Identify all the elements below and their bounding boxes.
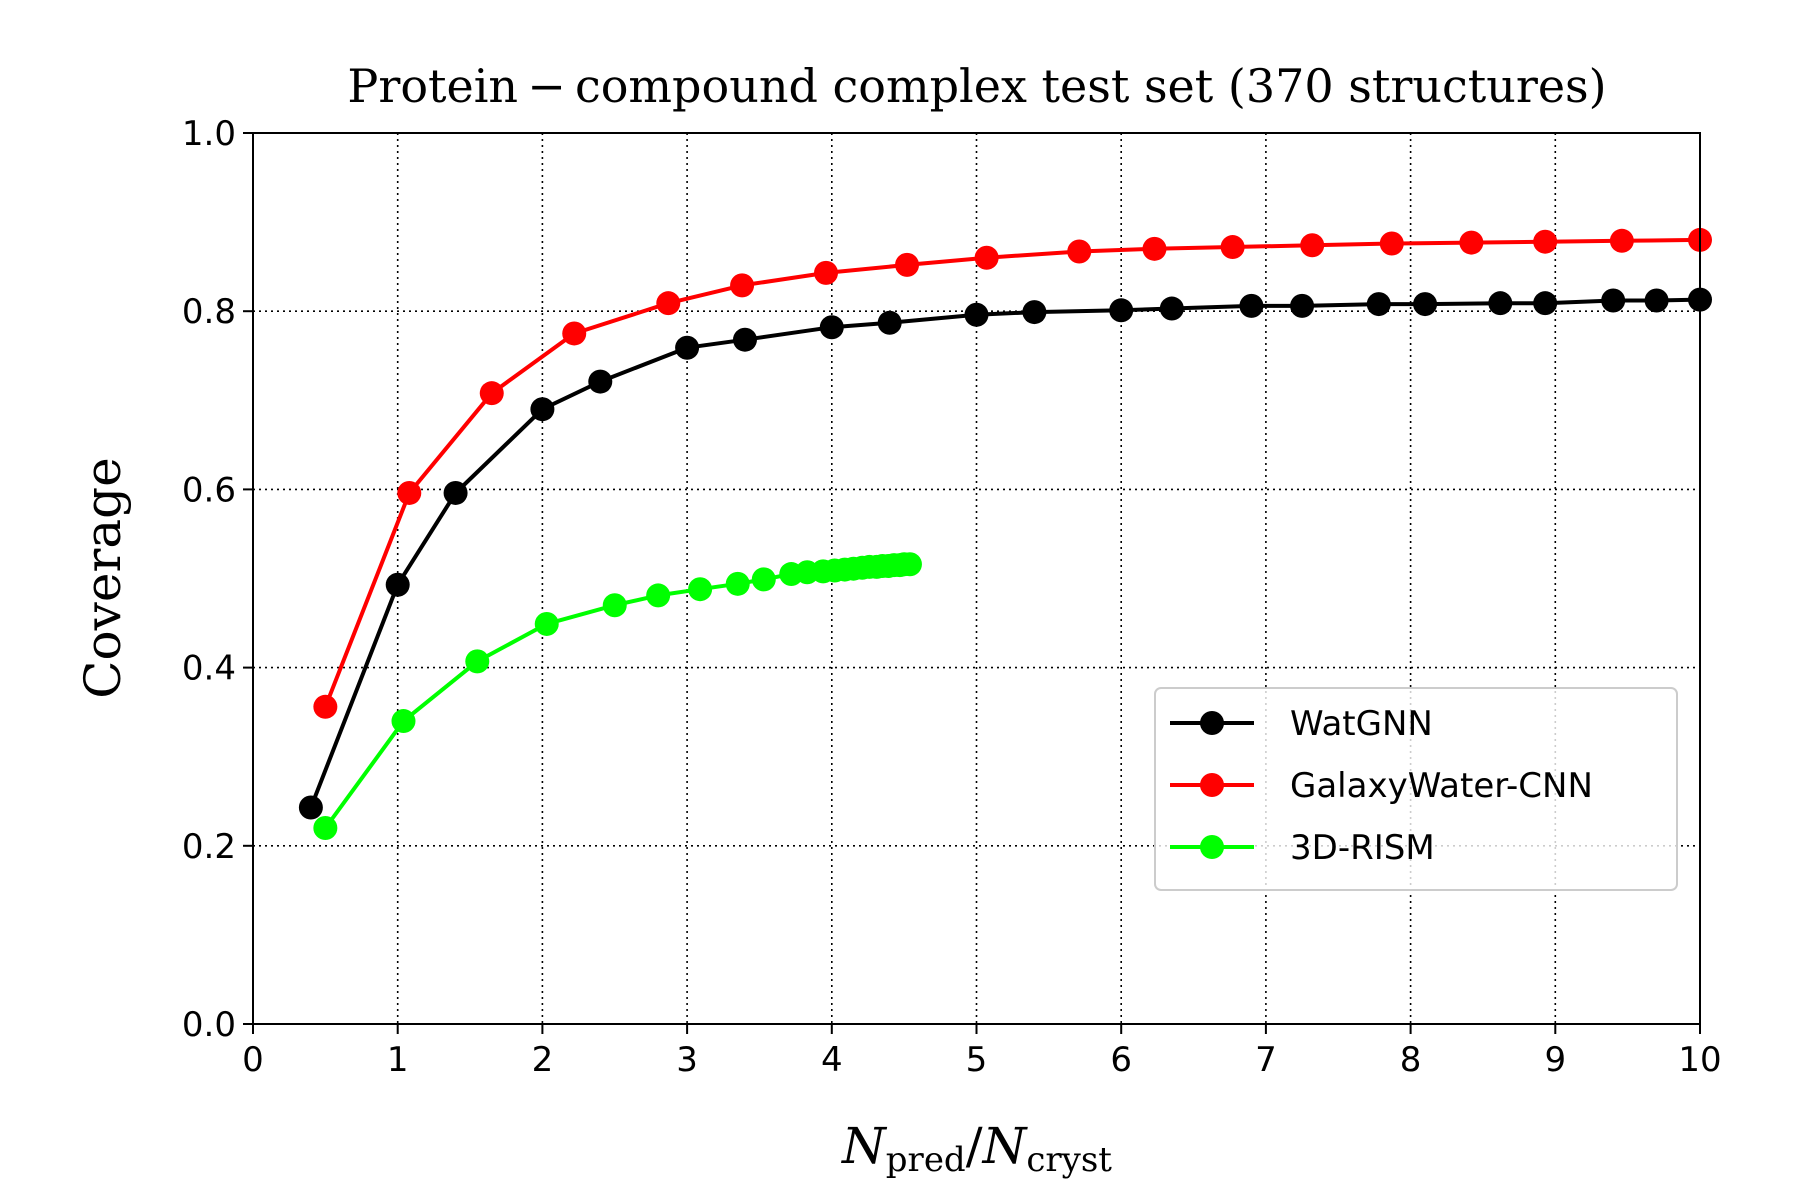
x-axis-label-sub2: cryst	[1026, 1140, 1112, 1180]
data-point-3d-rism	[897, 552, 922, 577]
data-point-3d-rism	[646, 583, 671, 608]
data-point-galaxywater-cnn	[974, 245, 999, 270]
data-point-galaxywater-cnn	[1142, 236, 1167, 261]
data-point-watgnn	[1533, 291, 1558, 316]
data-point-galaxywater-cnn	[1459, 230, 1484, 255]
data-point-galaxywater-cnn	[397, 480, 422, 505]
legend-marker	[1200, 711, 1224, 735]
x-tick-label: 3	[676, 1040, 698, 1080]
data-point-galaxywater-cnn	[1067, 239, 1092, 264]
data-point-watgnn	[385, 572, 410, 597]
x-tick-label: 7	[1255, 1040, 1277, 1080]
data-point-watgnn	[1488, 291, 1513, 316]
data-point-watgnn	[443, 480, 468, 505]
data-point-galaxywater-cnn	[479, 381, 504, 406]
axis-ticks: 0 1 2 3 4 5 6 7 8 9 10 0.0 0.2 0.4 0.6 0.8 1.0	[182, 114, 1722, 1080]
data-point-galaxywater-cnn	[1609, 228, 1634, 253]
data-point-3d-rism	[465, 649, 490, 674]
x-tick-label: 5	[966, 1040, 988, 1080]
x-tick-label: 9	[1544, 1040, 1566, 1080]
data-point-watgnn	[964, 302, 989, 327]
legend-marker	[1200, 835, 1224, 859]
series-watgnn	[298, 287, 1712, 820]
x-tick-label: 1	[387, 1040, 409, 1080]
data-point-galaxywater-cnn	[1220, 235, 1245, 260]
x-tick-label: 6	[1110, 1040, 1132, 1080]
x-tick-label: 10	[1678, 1040, 1721, 1080]
data-point-watgnn	[877, 310, 902, 335]
chart-title: Protein − compound complex test set (370…	[347, 59, 1606, 113]
data-point-watgnn	[588, 369, 613, 394]
legend-item-watgnn: WatGNN	[1170, 704, 1433, 744]
data-point-galaxywater-cnn	[313, 694, 338, 719]
data-point-galaxywater-cnn	[814, 260, 839, 285]
data-point-watgnn	[1366, 292, 1391, 317]
data-point-watgnn	[1601, 288, 1626, 313]
y-tick-label: 1.0	[182, 114, 236, 154]
data-point-galaxywater-cnn	[895, 252, 920, 277]
data-point-watgnn	[1159, 296, 1184, 321]
data-point-watgnn	[675, 335, 700, 360]
y-tick-label: 0.4	[182, 649, 236, 689]
data-point-watgnn	[1239, 293, 1264, 318]
y-tick-label: 0.2	[182, 827, 236, 867]
y-axis-label: Coverage	[74, 457, 132, 699]
data-point-galaxywater-cnn	[1533, 229, 1558, 254]
data-point-watgnn	[1290, 293, 1315, 318]
y-tick-label: 0.8	[182, 292, 236, 332]
x-axis-label-n1: N	[841, 1117, 888, 1175]
y-tick-label: 0.0	[182, 1005, 236, 1045]
series-layer	[298, 227, 1712, 840]
data-point-watgnn	[819, 315, 844, 340]
legend-label: WatGNN	[1290, 704, 1433, 744]
data-point-3d-rism	[602, 593, 627, 618]
y-tick-label: 0.6	[182, 470, 236, 510]
data-point-3d-rism	[688, 577, 713, 602]
legend-item-galaxywater-cnn: GalaxyWater-CNN	[1170, 766, 1593, 806]
data-point-galaxywater-cnn	[1300, 233, 1325, 258]
x-axis-label-sub1: pred	[886, 1140, 966, 1180]
legend: WatGNN GalaxyWater-CNN 3D-RISM	[1154, 687, 1678, 891]
data-point-3d-rism	[313, 815, 338, 840]
data-point-galaxywater-cnn	[656, 291, 681, 316]
data-point-watgnn	[1109, 298, 1134, 323]
series-line-galaxywater-cnn	[323, 237, 1701, 708]
legend-marker	[1200, 773, 1224, 797]
series-line-watgnn	[309, 297, 1701, 809]
x-axis-label: Npred/Ncryst	[841, 1117, 1112, 1180]
x-tick-label: 2	[532, 1040, 554, 1080]
legend-box	[1154, 687, 1678, 891]
x-axis-label-slash: /	[966, 1117, 983, 1175]
data-point-3d-rism	[534, 611, 559, 636]
data-point-watgnn	[530, 397, 555, 422]
data-point-galaxywater-cnn	[1379, 231, 1404, 256]
x-tick-label: 0	[242, 1040, 264, 1080]
legend-label: 3D-RISM	[1290, 828, 1435, 868]
x-tick-label: 4	[821, 1040, 843, 1080]
data-point-galaxywater-cnn	[730, 273, 755, 298]
legend-label: GalaxyWater-CNN	[1290, 766, 1593, 806]
data-point-watgnn	[1413, 292, 1438, 317]
data-point-watgnn	[732, 327, 757, 352]
data-point-watgnn	[1644, 288, 1669, 313]
data-point-watgnn	[1022, 300, 1047, 325]
data-point-3d-rism	[391, 709, 416, 734]
x-tick-label: 8	[1400, 1040, 1422, 1080]
series-galaxywater-cnn	[313, 227, 1712, 719]
legend-item-3d-rism: 3D-RISM	[1170, 828, 1435, 868]
data-point-3d-rism	[751, 567, 776, 592]
data-point-watgnn	[298, 795, 323, 820]
series-3d-rism	[313, 552, 922, 840]
data-point-3d-rism	[725, 571, 750, 596]
x-axis-label-n2: N	[982, 1117, 1029, 1175]
data-point-galaxywater-cnn	[562, 321, 587, 346]
